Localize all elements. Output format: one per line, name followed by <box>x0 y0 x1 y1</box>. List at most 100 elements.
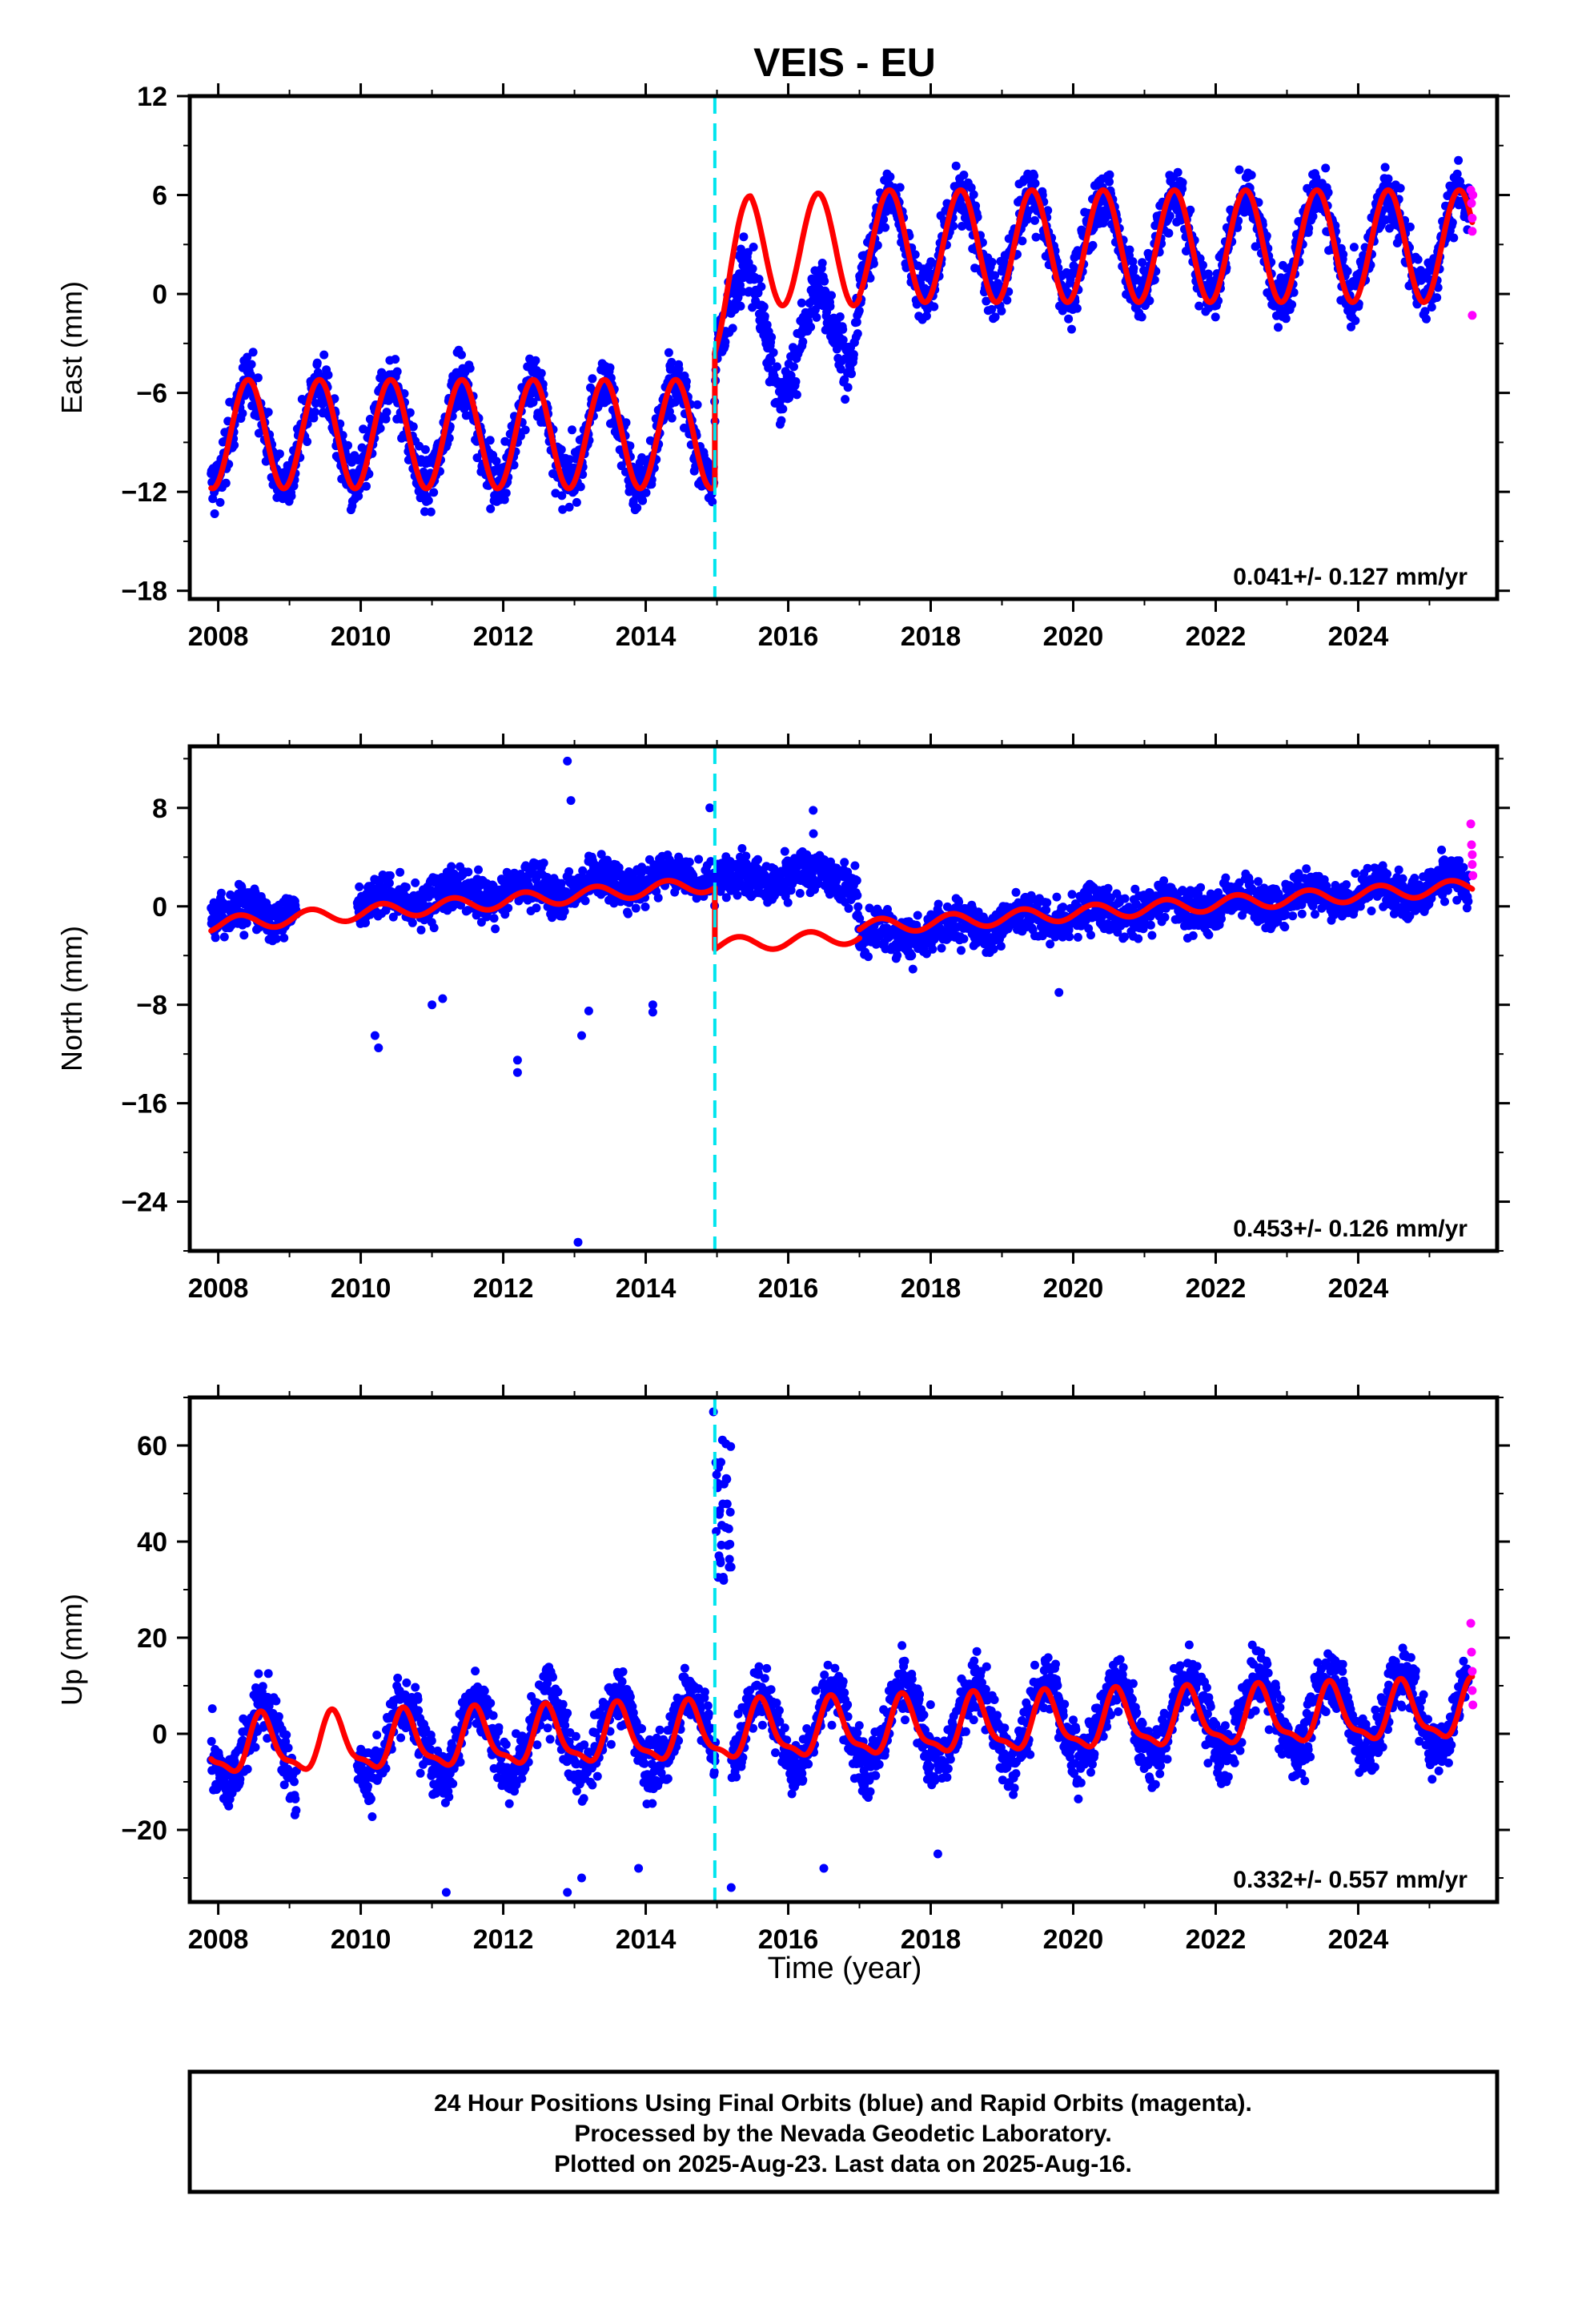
north-final-point <box>1042 899 1051 907</box>
east-xtick-label: 2018 <box>901 621 962 652</box>
east-final-point <box>565 503 574 512</box>
east-final-point <box>826 302 835 311</box>
east-final-point <box>211 509 219 518</box>
north-final-point <box>491 924 500 933</box>
east-final-point <box>849 350 858 359</box>
east-final-point <box>1274 323 1283 332</box>
east-final-point <box>844 383 853 392</box>
north-final-point <box>464 867 472 876</box>
north-final-point <box>217 889 226 898</box>
east-final-point <box>959 171 968 179</box>
east-final-point <box>757 283 765 292</box>
north-final-point <box>784 899 793 907</box>
east-final-point <box>841 395 849 404</box>
east-final-point <box>952 162 961 171</box>
east-final-point <box>1351 316 1359 325</box>
east-final-point <box>729 324 737 332</box>
north-final-point <box>211 933 220 942</box>
east-final-point <box>1414 255 1423 264</box>
north-final-point <box>386 871 395 880</box>
north-final-point <box>564 867 573 876</box>
east-final-point <box>1432 293 1441 302</box>
east-rate-label: 0.041+/- 0.127 mm/yr <box>1233 564 1468 590</box>
north-final-point <box>809 830 818 838</box>
north-final-point <box>850 862 859 870</box>
east-final-point <box>502 489 511 497</box>
east-final-point <box>632 504 641 513</box>
north-final-point <box>408 919 417 927</box>
north-final-point <box>997 942 1006 951</box>
north-final-point <box>641 903 650 911</box>
north-final-point <box>490 914 499 923</box>
north-final-point <box>279 934 288 943</box>
east-final-point <box>1350 243 1359 251</box>
east-final-point <box>789 362 798 371</box>
east-final-point <box>1023 215 1032 224</box>
east-final-point <box>486 436 495 444</box>
east-final-point <box>1138 258 1146 267</box>
north-final-point <box>1146 921 1155 930</box>
east-final-point <box>486 505 495 513</box>
east-final-point <box>568 425 576 434</box>
east-final-point <box>818 259 827 267</box>
north-final-point <box>396 868 404 877</box>
east-ytick-label: −12 <box>121 477 167 508</box>
east-final-point <box>721 338 729 347</box>
north-final-point <box>624 910 632 919</box>
east-final-point <box>421 445 430 454</box>
east-final-point <box>1406 223 1415 231</box>
north-final-point <box>694 855 703 864</box>
east-final-point <box>1324 188 1333 197</box>
east-final-point <box>1030 171 1038 180</box>
east-xtick-label: 2012 <box>473 621 534 652</box>
east-final-point <box>1384 175 1393 183</box>
east-final-point <box>778 404 787 413</box>
east-final-point <box>311 408 319 416</box>
east-final-point <box>806 323 815 332</box>
east-final-point <box>1106 171 1114 179</box>
east-final-point <box>773 362 781 371</box>
east-final-point <box>792 377 801 386</box>
east-final-point <box>1166 211 1174 220</box>
east-rapid-point <box>1468 214 1476 223</box>
north-final-point <box>1052 893 1061 902</box>
east-final-point <box>1067 325 1076 334</box>
north-final-point <box>632 904 640 913</box>
north-final-point <box>733 891 742 900</box>
north-final-point <box>934 900 943 909</box>
east-fit-segment-2 <box>860 190 1472 302</box>
east-final-point <box>777 416 785 425</box>
east-final-point <box>247 360 256 369</box>
east-final-point <box>1018 236 1026 245</box>
east-final-point <box>383 408 391 416</box>
east-final-point <box>1321 163 1330 172</box>
north-final-point <box>685 858 694 866</box>
north-final-point <box>474 866 483 875</box>
north-final-point <box>907 951 916 960</box>
east-ytick-label: −6 <box>136 379 167 409</box>
east-final-point <box>1449 234 1458 243</box>
north-final-point <box>581 896 590 905</box>
east-final-point <box>997 307 1006 316</box>
east-ytick-label: −18 <box>121 577 167 607</box>
north-final-point <box>417 926 426 935</box>
north-final-point <box>220 933 229 942</box>
north-final-point <box>239 931 248 939</box>
east-final-point <box>767 333 776 342</box>
north-final-point <box>1161 913 1170 922</box>
east-xtick-label: 2014 <box>616 621 677 652</box>
east-final-point <box>1126 246 1134 255</box>
chart-title: VEIS - EU <box>753 40 936 85</box>
east-final-point <box>343 441 352 450</box>
east-final-point <box>798 337 807 346</box>
east-final-point <box>820 277 829 286</box>
north-final-point <box>355 883 363 891</box>
north-final-point <box>1196 883 1205 892</box>
north-final-orbits-series <box>207 757 1473 1247</box>
east-rapid-point <box>1468 199 1476 207</box>
east-final-point <box>1164 229 1173 238</box>
north-final-point <box>928 945 937 954</box>
north-final-point <box>430 923 439 932</box>
east-final-point <box>1030 216 1039 225</box>
east-xtick-label: 2016 <box>758 621 819 652</box>
